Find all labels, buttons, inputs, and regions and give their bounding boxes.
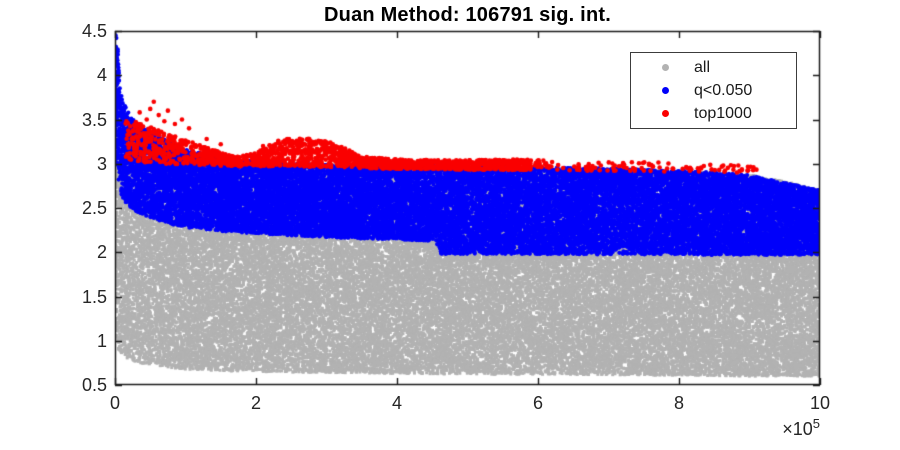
y-tick-label: 2.5	[81, 198, 107, 218]
x-tick-label: 2	[250, 393, 261, 413]
x-tick-label: 4	[391, 393, 402, 413]
y-tick-label: 4.5	[81, 21, 107, 41]
x-axis-exponent-label: ×105	[730, 416, 820, 440]
y-tick-label: 0.5	[81, 375, 107, 395]
legend-label: all	[694, 58, 711, 76]
x-axis-exponent-base: ×10	[782, 419, 813, 439]
x-tick-label: 10	[809, 393, 831, 413]
y-tick-label: 2	[96, 242, 107, 263]
y-tick-label: 3.5	[81, 109, 107, 130]
x-tick-label: 6	[532, 393, 543, 413]
legend-marker-icon	[662, 64, 669, 71]
y-tick-label: 3	[96, 153, 107, 174]
legend-marker-icon	[662, 87, 669, 94]
legend-row: q<0.050	[631, 80, 796, 102]
x-tick-label: 8	[673, 393, 684, 413]
x-tick-label: 0	[109, 393, 120, 413]
legend-row: top1000	[631, 103, 796, 125]
legend: all q<0.050 top1000	[630, 52, 797, 129]
x-axis-exponent-power: 5	[812, 416, 820, 431]
chart-title: Duan Method: 106791 sig. int.	[324, 4, 611, 26]
legend-label: q<0.050	[694, 81, 753, 99]
legend-marker-icon	[662, 110, 669, 117]
legend-label: top1000	[694, 104, 752, 122]
legend-row: all	[631, 57, 796, 79]
y-tick-label: 1.5	[81, 286, 107, 307]
y-tick-label: 1	[96, 330, 107, 351]
y-tick-label: 4	[96, 65, 107, 86]
